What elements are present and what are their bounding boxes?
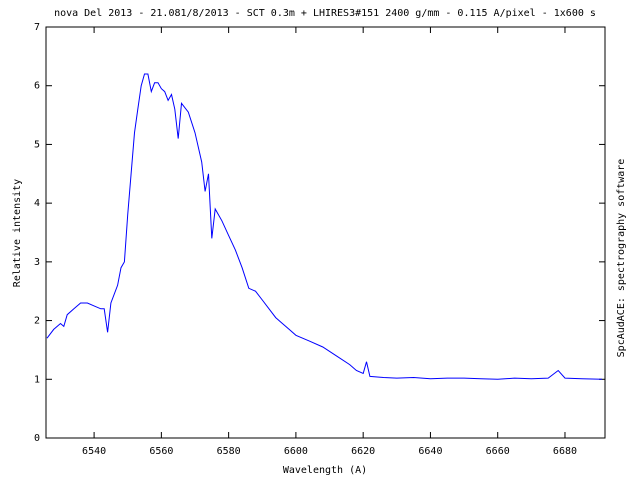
x-tick-label: 6620 — [351, 446, 375, 457]
side-note: SpcAudACE: spectrography software — [616, 159, 627, 358]
chart-title: nova Del 2013 - 21.081/8/2013 - SCT 0.3m… — [54, 8, 596, 19]
x-tick-label: 6660 — [486, 446, 510, 457]
y-axis-label: Relative intensity — [12, 179, 23, 287]
y-tick-label: 2 — [34, 316, 40, 327]
y-tick-label: 6 — [34, 81, 40, 92]
x-tick-label: 6580 — [217, 446, 241, 457]
y-tick-label: 7 — [34, 22, 40, 33]
x-tick-label: 6540 — [82, 446, 106, 457]
y-tick-label: 3 — [34, 257, 40, 268]
x-tick-label: 6680 — [553, 446, 577, 457]
x-tick-label: 6600 — [284, 446, 308, 457]
plot-frame — [45, 26, 606, 439]
spectrum-line — [46, 73, 603, 380]
y-tick-label: 1 — [34, 374, 40, 385]
x-axis-label: Wavelength (A) — [283, 465, 367, 476]
y-tick-label: 5 — [34, 139, 40, 150]
y-tick-label: 0 — [34, 433, 40, 444]
x-tick-label: 6560 — [149, 446, 173, 457]
y-tick-label: 4 — [34, 198, 40, 209]
x-tick-label: 6640 — [418, 446, 442, 457]
